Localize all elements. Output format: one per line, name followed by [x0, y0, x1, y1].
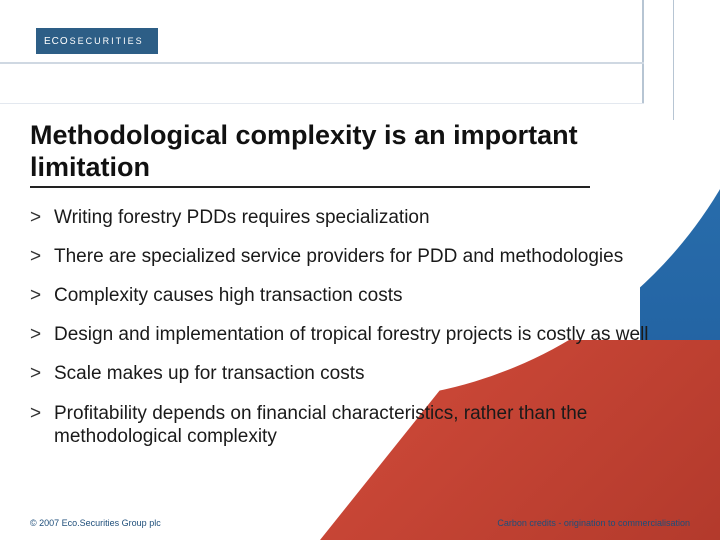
divider-vertical-2 — [642, 0, 644, 104]
slide-title: Methodological complexity is an importan… — [30, 120, 590, 188]
bullet-item: Design and implementation of tropical fo… — [30, 323, 680, 346]
footer: © 2007 Eco.Securities Group plc Carbon c… — [30, 518, 690, 528]
bullet-item: There are specialized service providers … — [30, 245, 680, 268]
bullet-item: Scale makes up for transaction costs — [30, 362, 680, 385]
bullet-item: Profitability depends on financial chara… — [30, 402, 680, 448]
divider-vertical-1 — [673, 0, 674, 120]
logo: ECO SECURITIES — [36, 28, 158, 54]
footer-copyright: © 2007 Eco.Securities Group plc — [30, 518, 161, 528]
bullet-item: Complexity causes high transaction costs — [30, 284, 680, 307]
bullet-item: Writing forestry PDDs requires specializ… — [30, 206, 680, 229]
logo-part2: SECURITIES — [70, 36, 144, 46]
footer-tagline: Carbon credits - origination to commerci… — [497, 518, 690, 528]
bullet-list: Writing forestry PDDs requires specializ… — [30, 206, 680, 448]
header-rule-2 — [0, 103, 644, 104]
slide: ECO SECURITIES Methodological complexity… — [0, 0, 720, 540]
content-area: Methodological complexity is an importan… — [30, 120, 680, 464]
header-rule-1 — [0, 62, 644, 64]
logo-part1: ECO — [44, 36, 69, 47]
